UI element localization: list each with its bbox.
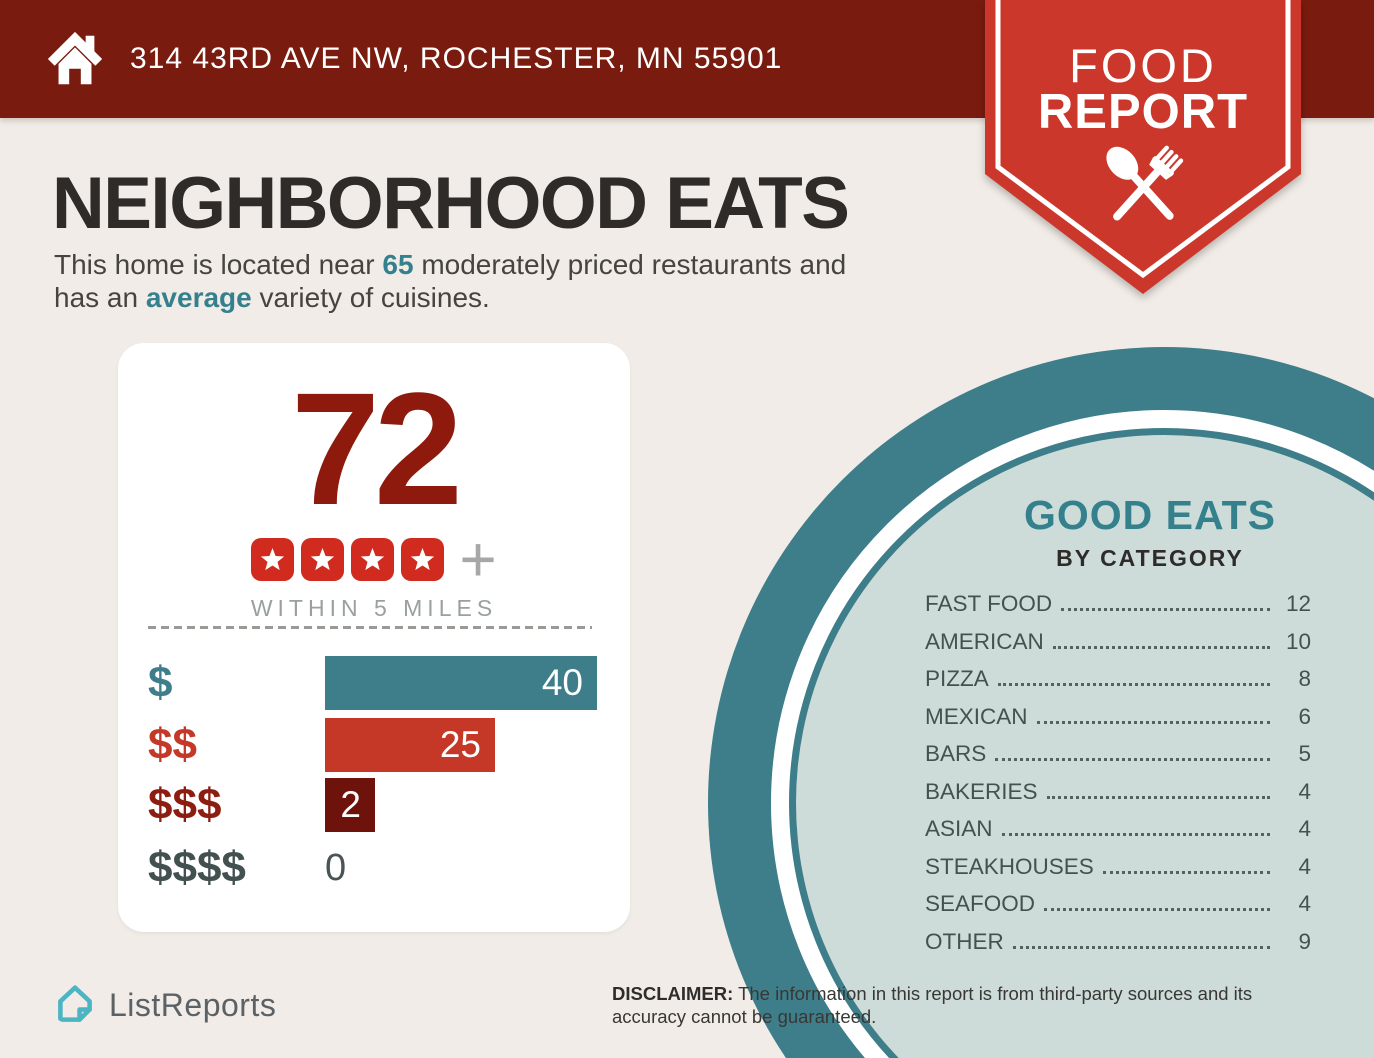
ribbon-title-food: FOOD <box>1069 39 1217 92</box>
dotted-leader <box>1052 645 1270 649</box>
category-count: 10 <box>1285 628 1311 654</box>
category-count: 5 <box>1298 741 1311 766</box>
home-icon <box>47 31 103 85</box>
dotted-leader <box>1036 720 1270 724</box>
category-count: 4 <box>1298 778 1311 804</box>
category-label: BARS <box>925 741 987 766</box>
category-label: OTHER <box>925 928 1004 954</box>
ribbon-title-report: REPORT <box>1037 85 1249 139</box>
category-label: STEAKHOUSES <box>925 853 1094 879</box>
category-row: PIZZA 8 <box>925 666 1311 704</box>
category-label: AMERICAN <box>925 628 1044 654</box>
category-label: MEXICAN <box>925 703 1028 729</box>
disclaimer: DISCLAIMER: The information in this repo… <box>612 982 1324 1028</box>
dashed-divider <box>148 626 592 629</box>
category-row: BAKERIES 4 <box>925 779 1311 817</box>
price-tier-zero-value: 0 <box>325 847 347 889</box>
restaurant-score-card: 72 + WITHIN 5 MILES $40 $$ 25 $$$ 2 $$$$ 0 <box>118 343 630 932</box>
property-address: 314 43RD AVE NW, ROCHESTER, MN 55901 <box>130 42 783 75</box>
page-title: NEIGHBORHOOD EATS <box>52 163 850 244</box>
category-label: ASIAN <box>925 816 993 841</box>
stars-row: + <box>118 523 630 595</box>
variety-highlight: average <box>145 282 252 313</box>
dotted-leader <box>1012 945 1270 949</box>
category-label: BAKERIES <box>925 778 1038 804</box>
subtitle-line-2: has an average variety of cuisines. <box>54 281 846 314</box>
subtitle-text: This home is located near <box>54 249 383 280</box>
listreports-logo-icon <box>58 985 92 1022</box>
dotted-leader <box>1001 833 1270 836</box>
category-row: BARS 5 <box>925 741 1311 779</box>
category-row: FAST FOOD 12 <box>925 591 1311 629</box>
category-label: PIZZA <box>925 666 989 691</box>
category-row: SEAFOOD 4 <box>925 891 1311 929</box>
category-row: OTHER 9 <box>925 929 1311 967</box>
good-eats-title: GOOD EATS <box>1024 492 1276 538</box>
category-count: 12 <box>1285 591 1311 616</box>
price-tier-label: $$$$ <box>148 843 246 892</box>
restaurant-score: 72 <box>291 359 463 538</box>
subtitle-line-1: This home is located near 65 moderately … <box>54 248 846 281</box>
star-icon <box>301 537 345 581</box>
price-tier-label: $$$ <box>148 780 222 829</box>
category-row: ASIAN 4 <box>925 816 1311 854</box>
restaurant-count: 65 <box>382 249 414 280</box>
star-icon <box>401 537 445 581</box>
price-tier-bar: 25 <box>325 718 495 772</box>
ribbon-banner-shape <box>985 0 1301 294</box>
dotted-leader <box>997 683 1270 686</box>
listreports-brand: ListReports <box>54 982 276 1028</box>
subtitle-text: variety of cuisines. <box>251 282 490 313</box>
category-count: 8 <box>1298 666 1311 691</box>
disclaimer-text: The information in this report is from t… <box>612 983 1253 1027</box>
good-eats-category-list: FAST FOOD 12 AMERICAN 10 PIZZA 8 MEXICAN 6 BARS 5… <box>925 591 1311 966</box>
price-tier-row: $$$$ 0 <box>148 841 602 895</box>
category-count: 4 <box>1298 891 1311 916</box>
subtitle-text: moderately priced restaurants and <box>413 249 847 280</box>
good-eats-subtitle: BY CATEGORY <box>1056 545 1244 571</box>
food-report-ribbon: FOOD REPORT <box>985 0 1301 298</box>
subtitle-text: has an <box>54 282 146 313</box>
category-row: MEXICAN 6 <box>925 704 1311 742</box>
plus-sign: + <box>459 523 497 595</box>
category-row: STEAKHOUSES 4 <box>925 854 1311 892</box>
star-icon <box>251 537 295 581</box>
category-count: 4 <box>1298 816 1311 841</box>
page-subtitle: This home is located near 65 moderately … <box>54 248 846 314</box>
price-tier-bar: 2 <box>325 778 375 832</box>
price-tier-label: $ <box>148 658 173 707</box>
category-label: SEAFOOD <box>925 891 1036 916</box>
disclaimer-label: DISCLAIMER: <box>612 983 734 1004</box>
crossed-spoon-fork-icon <box>1106 145 1184 221</box>
category-label: FAST FOOD <box>925 591 1053 616</box>
price-tier-bar: 40 <box>325 656 597 710</box>
radius-label: WITHIN 5 MILES <box>250 595 498 621</box>
price-tier-row: $$ 25 <box>148 718 602 772</box>
category-count: 6 <box>1298 703 1311 729</box>
category-count: 4 <box>1298 853 1311 879</box>
dotted-leader <box>1102 870 1270 874</box>
star-icon <box>351 537 395 581</box>
price-tier-label: $$ <box>148 720 197 769</box>
dotted-leader <box>1046 795 1270 799</box>
category-count: 9 <box>1298 928 1311 954</box>
good-eats-header: GOOD EATS BY CATEGORY <box>930 492 1370 572</box>
dotted-leader <box>995 758 1270 761</box>
category-row: AMERICAN 10 <box>925 629 1311 667</box>
dotted-leader <box>1061 608 1270 611</box>
price-tier-row: $$$ 2 <box>148 778 602 832</box>
price-tier-row: $40 <box>148 656 602 710</box>
dotted-leader <box>1044 908 1270 911</box>
brand-name: ListReports <box>109 986 277 1023</box>
